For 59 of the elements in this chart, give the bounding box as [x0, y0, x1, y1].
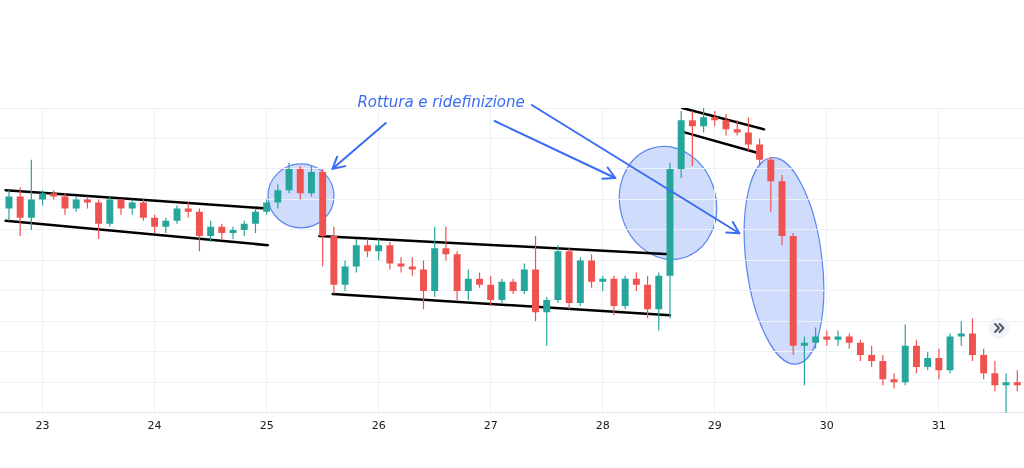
- candlestick: [856, 339, 864, 362]
- candlestick: [61, 192, 69, 216]
- candlestick: [968, 317, 976, 362]
- candlestick: [207, 220, 215, 243]
- candlestick: [364, 238, 371, 258]
- candlestick: [442, 226, 450, 261]
- candlestick: [375, 238, 383, 261]
- candlestick: [386, 241, 394, 271]
- x-tick-label: 31: [931, 419, 946, 433]
- candlestick: [285, 162, 293, 194]
- candlestick: [352, 238, 360, 274]
- x-tick-label: 23: [35, 419, 50, 433]
- candlestick: [588, 253, 596, 289]
- candlestick: [464, 268, 472, 301]
- candlestick: [744, 116, 752, 152]
- candlestick: [487, 275, 495, 307]
- x-tick-label: 25: [259, 419, 274, 433]
- candlestick: [307, 165, 315, 197]
- candlestick: [1013, 369, 1021, 393]
- candlestick: [924, 351, 932, 371]
- x-tick-label: 27: [483, 419, 498, 433]
- x-tick-label: 30: [819, 419, 834, 433]
- candlestick: [890, 372, 898, 390]
- candlestick: [756, 137, 764, 167]
- x-tick-label: 24: [147, 419, 162, 433]
- candlestick: [767, 156, 775, 213]
- candlestick: [229, 226, 237, 240]
- candlestick: [543, 296, 551, 347]
- candlestick: [520, 262, 528, 295]
- candlestick: [397, 256, 405, 274]
- candlestick: [912, 339, 920, 374]
- candlestick: [935, 348, 943, 380]
- candlestick: [251, 207, 259, 234]
- candlestick: [341, 259, 349, 292]
- candlestick: [980, 348, 988, 380]
- candlestick: [688, 110, 696, 167]
- candlestick: [812, 326, 820, 350]
- candlestick: [151, 214, 159, 234]
- candlestick: [274, 183, 282, 210]
- x-tick-label: 29: [707, 419, 722, 433]
- candlestick: [957, 320, 965, 347]
- x-tick-label: 28: [595, 419, 610, 433]
- candlestick: [991, 360, 999, 393]
- candlestick: [1002, 372, 1010, 414]
- x-tick-label: 26: [371, 419, 386, 433]
- candlestick: [408, 256, 416, 277]
- candlestick: [16, 186, 24, 237]
- candlestick: [139, 198, 147, 222]
- candlestick: [27, 159, 35, 231]
- candlestick: [868, 345, 876, 368]
- candlestick: [420, 259, 427, 310]
- candlestick: [632, 271, 640, 292]
- candlestick: [498, 278, 506, 304]
- candlestick: [5, 189, 13, 222]
- annotation: Rottura e ridefinizione: [357, 92, 525, 111]
- candlestick: [800, 336, 808, 386]
- candlestick: [879, 354, 887, 386]
- candlestick: [95, 198, 103, 240]
- candlestick: [700, 107, 708, 133]
